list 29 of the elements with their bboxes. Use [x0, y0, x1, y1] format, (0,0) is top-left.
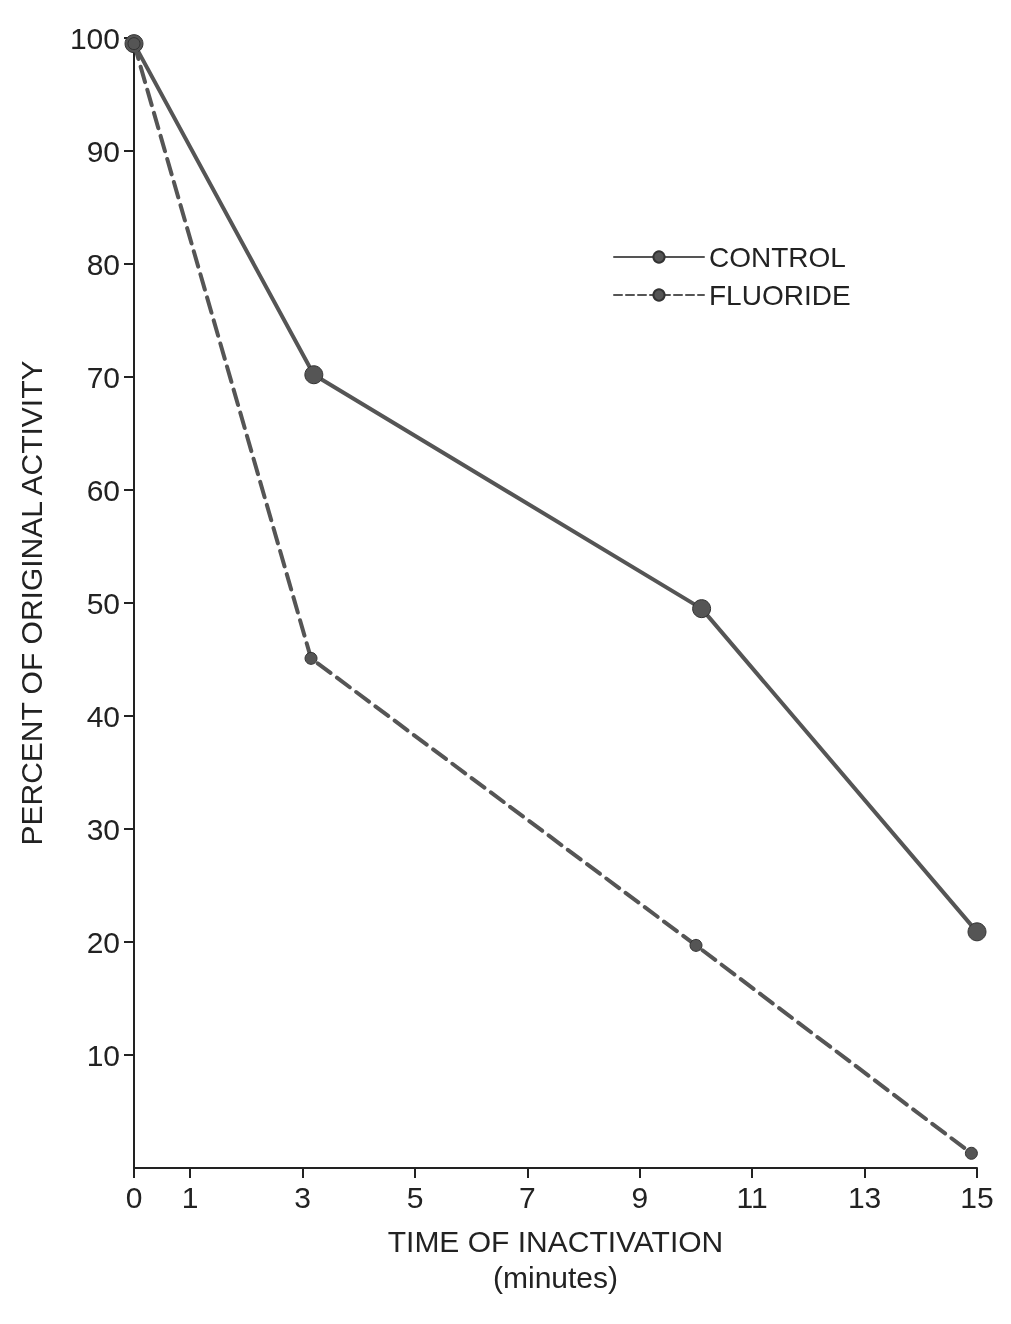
y-tick-label: 70 — [86, 360, 120, 394]
point — [304, 365, 324, 385]
x-tick-label: 9 — [631, 1180, 649, 1214]
x-tick-label: 0 — [125, 1180, 143, 1214]
x-tick-label: 7 — [519, 1180, 536, 1214]
x-tick-label: 3 — [294, 1180, 311, 1214]
point — [689, 938, 703, 952]
legend-label: FLUORIDE — [709, 279, 851, 311]
y-tick-label: 100 — [69, 21, 120, 55]
y-tick-label: 40 — [86, 699, 120, 733]
y-tick-label: 10 — [86, 1038, 120, 1072]
y-tick-label: 30 — [86, 812, 120, 846]
x-axis-title: TIME OF INACTIVATION (minutes) — [387, 1224, 724, 1294]
y-tick-label: 90 — [86, 134, 120, 168]
point — [692, 599, 712, 619]
point — [967, 922, 987, 942]
legend-label: CONTROL — [709, 241, 846, 273]
x-tick-label: 11 — [736, 1180, 768, 1214]
x-tick-label: 5 — [406, 1180, 424, 1214]
y-tick-label: 80 — [86, 247, 120, 281]
x-tick-label: 1 — [181, 1180, 199, 1214]
point — [964, 1146, 978, 1160]
x-tick-label: 13 — [847, 1180, 882, 1214]
y-axis-title: PERCENT OF ORIGINAL ACTIVITY — [14, 360, 48, 846]
y-tick-label: 50 — [86, 586, 120, 620]
x-tick-label: 15 — [960, 1180, 994, 1214]
point — [304, 651, 318, 665]
y-tick-label: 20 — [86, 925, 120, 959]
y-tick-label: 60 — [86, 473, 120, 507]
